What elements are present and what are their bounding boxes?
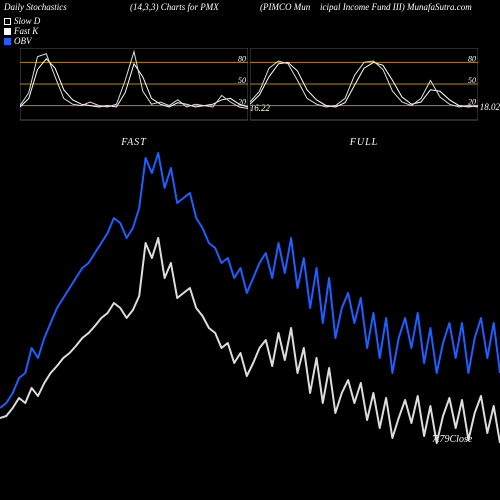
mini-value-label: 18.02 (480, 102, 500, 112)
legend-slow-d: Slow D (4, 16, 40, 26)
title-params: (14,3,3) Charts for PMX (130, 2, 219, 12)
mini-chart-label: FAST (20, 137, 248, 148)
legend-label: Slow D (14, 16, 40, 26)
svg-text:80: 80 (468, 54, 476, 63)
svg-text:50: 50 (468, 76, 476, 85)
title-mid: (PIMCO Mun (260, 2, 310, 12)
main-price-chart: 7.79Close (0, 148, 500, 500)
mini-chart-row: 205080 FAST 16.22 205080 FULL 18.02 (0, 48, 500, 134)
svg-text:50: 50 (238, 76, 246, 85)
title-left: Daily Stochastics (4, 2, 67, 12)
legend-swatch-fast-k (4, 28, 11, 35)
legend-swatch-obv (4, 38, 11, 45)
chart-header: Daily Stochastics (14,3,3) Charts for PM… (0, 2, 500, 16)
legend-fast-k: Fast K (4, 26, 40, 36)
mini-chart-full: 205080 FULL 18.02 (250, 48, 478, 134)
legend-swatch-slow-d (4, 18, 11, 25)
close-value-label: 7.79Close (432, 434, 472, 445)
chart-legend: Slow D Fast K OBV (4, 16, 40, 46)
mini-chart-fast: 205080 FAST 16.22 (20, 48, 248, 134)
legend-obv: OBV (4, 36, 40, 46)
legend-label: OBV (14, 36, 32, 46)
title-right: icipal Income Fund III) MunafaSutra.com (320, 2, 472, 12)
mini-chart-label: FULL (250, 137, 478, 148)
svg-text:80: 80 (238, 54, 246, 63)
legend-label: Fast K (14, 26, 38, 36)
